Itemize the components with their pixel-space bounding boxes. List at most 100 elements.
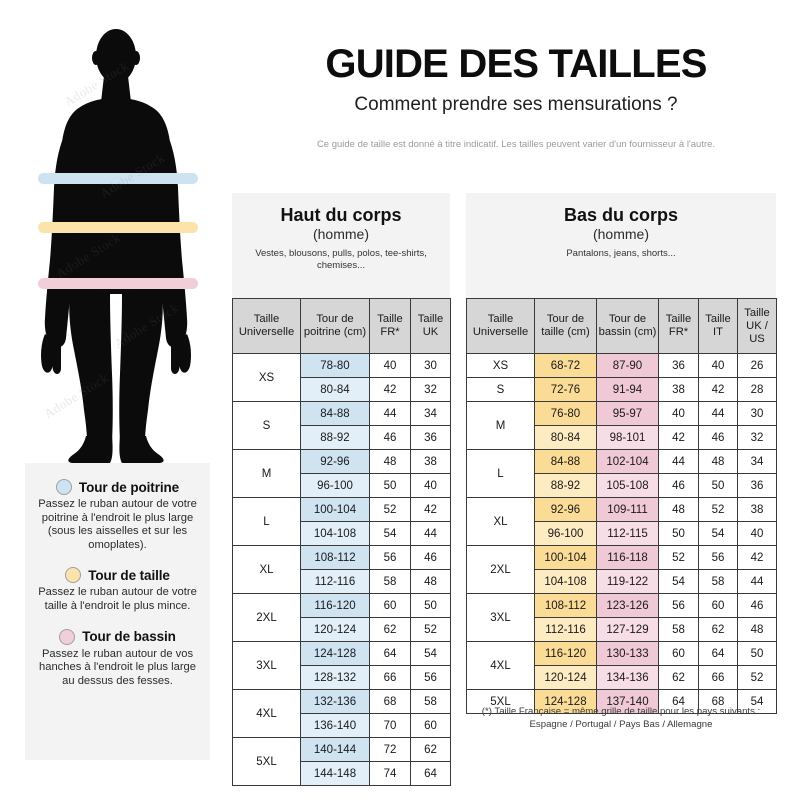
measurement-cell: 62 (369, 617, 411, 642)
measurement-cell: 112-116 (534, 617, 597, 642)
universal-size-cell: 2XL (466, 545, 535, 594)
measurement-cell: 88-92 (300, 425, 370, 450)
universal-size-cell: 5XL (466, 689, 535, 714)
column-header-1: Taille Universelle (466, 298, 535, 354)
measurement-cell: 36 (737, 473, 777, 498)
measurement-cell: 70 (369, 713, 411, 738)
table-row: 4XL 132-136 68 58 (232, 689, 451, 738)
footnote-line-1: (*) Taille Française = même grille de ta… (481, 706, 761, 717)
legend-item-waist: Tour de taille Passez le ruban autour de… (37, 567, 198, 613)
table-row: XS 68-72 87-90 36 40 26 (466, 353, 777, 378)
legend-title: Tour de taille (88, 567, 170, 583)
measurement-cell: 34 (410, 401, 451, 426)
measurement-cell: 112-116 (300, 569, 370, 594)
measurement-cell: 96-100 (300, 473, 370, 498)
universal-size-cell: L (466, 449, 535, 498)
measurement-cell: 123-126 (596, 593, 659, 618)
measurement-cell: 102-104 (596, 449, 659, 474)
table-row: M 76-80 95-97 40 44 30 (466, 401, 777, 450)
measurement-cell: 52 (737, 665, 777, 690)
measurement-cell: 91-94 (596, 377, 659, 402)
measurement-cell: 48 (737, 617, 777, 642)
upper-body-table-body: XS 78-80 40 30 80-84 42 32 S 84-88 44 34 88-92 46 36 M… (232, 353, 451, 786)
left-column: Adobe Stock Adobe Stock Adobe Stock Adob… (0, 0, 232, 800)
table-row: XL 92-96 109-111 48 52 38 (466, 497, 777, 546)
measurement-cell: 116-118 (596, 545, 659, 570)
measurement-cell: 84-88 (534, 449, 597, 474)
measurement-cell: 104-108 (534, 569, 597, 594)
table-row: 112-116 58 48 (233, 569, 451, 594)
upper-body-panel-head: Haut du corps (homme) Vestes, blousons, … (232, 193, 450, 271)
table-row: XS 78-80 40 30 (232, 353, 451, 402)
measurement-cell: 134-136 (596, 665, 659, 690)
measurement-cell: 104-108 (300, 521, 370, 546)
table-row: 3XL 108-112 123-126 56 60 46 (466, 593, 777, 642)
measurement-cell: 38 (658, 377, 699, 402)
table-header-row: Taille Universelle Tour de taille (cm) Tou… (466, 298, 777, 354)
measurement-cell: 28 (737, 377, 777, 402)
measurement-cell: 64 (698, 641, 738, 666)
universal-size-cell: 3XL (466, 593, 535, 642)
table-header-row: Taille Universelle Tour de poitrine (cm) T… (232, 298, 451, 354)
measurement-cell: 40 (410, 473, 451, 498)
measurement-cell: 40 (737, 521, 777, 546)
measurement-cell: 42 (369, 377, 411, 402)
table-row: XL 108-112 56 46 (232, 545, 451, 594)
upper-body-garments: Vestes, blousons, pulls, polos, tee-shir… (255, 248, 427, 271)
measurement-cell: 42 (658, 425, 699, 450)
chest-band (38, 173, 198, 184)
measurement-cell: 144-148 (300, 761, 370, 786)
page-title: GUIDE DES TAILLES (325, 42, 707, 86)
table-row: 4XL 116-120 130-133 60 64 50 (466, 641, 777, 690)
measurement-cell: 76-80 (534, 401, 597, 426)
measurement-cell: 32 (410, 377, 451, 402)
measurement-cell: 58 (369, 569, 411, 594)
measurement-cell: 48 (410, 569, 451, 594)
measurement-cell: 140-144 (300, 737, 370, 762)
table-row: 104-108 54 44 (233, 521, 451, 546)
column-header-2: Tour de poitrine (cm) (300, 298, 370, 354)
table-row: 80-84 98-101 42 46 32 (467, 425, 777, 450)
legend-title: Tour de bassin (82, 629, 176, 645)
table-row: 120-124 134-136 62 66 52 (467, 665, 777, 690)
universal-size-cell: M (466, 401, 535, 450)
measurement-cell: 50 (410, 593, 451, 618)
lower-body-gender: (homme) (592, 226, 649, 242)
measurement-cell: 60 (658, 641, 699, 666)
universal-size-cell: 3XL (232, 641, 301, 690)
measurement-cell: 50 (658, 521, 699, 546)
universal-size-cell: 2XL (232, 593, 301, 642)
page-subtitle: Comment prendre ses mensurations ? (354, 94, 678, 115)
measurement-cell: 42 (737, 545, 777, 570)
measurement-cell: 112-115 (596, 521, 659, 546)
measurement-cell: 56 (369, 545, 411, 570)
measurement-cell: 48 (698, 449, 738, 474)
measurement-cell: 48 (369, 449, 411, 474)
upper-body-table-head: Taille Universelle Tour de poitrine (cm) T… (232, 298, 451, 354)
column-header-3: Tour de bassin (cm) (596, 298, 659, 354)
measurement-cell: 38 (737, 497, 777, 522)
measurement-cell: 40 (369, 353, 411, 378)
universal-size-cell: XL (232, 545, 301, 594)
measurement-cell: 109-111 (596, 497, 659, 522)
measurement-cell: 30 (410, 353, 451, 378)
table-row: S 72-76 91-94 38 42 28 (466, 377, 777, 402)
measurement-cell: 52 (698, 497, 738, 522)
universal-size-cell: S (232, 401, 301, 450)
measurement-cell: 60 (369, 593, 411, 618)
measurement-cell: 128-132 (300, 665, 370, 690)
table-row: L 84-88 102-104 44 48 34 (466, 449, 777, 498)
table-row: 3XL 124-128 64 54 (232, 641, 451, 690)
measurement-cell: 100-104 (534, 545, 597, 570)
measurement-cell: 120-124 (534, 665, 597, 690)
column-header-4: Taille FR* (658, 298, 699, 354)
measurement-cell: 46 (410, 545, 451, 570)
measurement-cell: 54 (369, 521, 411, 546)
measurement-cell: 56 (698, 545, 738, 570)
measurement-cell: 64 (369, 641, 411, 666)
legend-item-chest: Tour de poitrine Passez le ruban autour … (37, 479, 198, 552)
measurement-cell: 87-90 (596, 353, 659, 378)
measurement-cell: 58 (410, 689, 451, 714)
measurement-cell: 92-96 (300, 449, 370, 474)
measurement-cell: 50 (698, 473, 738, 498)
